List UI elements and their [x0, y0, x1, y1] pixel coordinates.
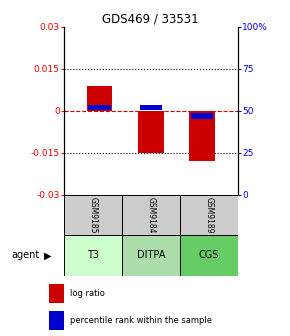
Bar [87, 86, 113, 111]
Bar [191, 113, 213, 119]
Text: DITPA: DITPA [137, 250, 165, 260]
Text: agent: agent [12, 250, 40, 260]
Text: GSM9189: GSM9189 [204, 197, 213, 233]
Text: T3: T3 [87, 250, 99, 260]
Bar [122, 235, 180, 276]
Bar [88, 105, 111, 110]
Text: GSM9185: GSM9185 [88, 197, 97, 233]
Text: log ratio: log ratio [70, 289, 104, 298]
Bar [180, 235, 238, 276]
Bar [64, 235, 122, 276]
Bar [139, 105, 162, 110]
Bar [180, 195, 238, 235]
Text: CGS: CGS [199, 250, 219, 260]
Bar [122, 195, 180, 235]
Bar [189, 111, 215, 161]
Bar [138, 111, 164, 153]
Bar [49, 311, 64, 330]
Text: percentile rank within the sample: percentile rank within the sample [70, 316, 212, 325]
Bar [64, 195, 122, 235]
Text: ▶: ▶ [44, 250, 51, 260]
Bar [49, 284, 64, 303]
Title: GDS469 / 33531: GDS469 / 33531 [102, 13, 199, 26]
Text: GSM9184: GSM9184 [146, 197, 155, 233]
